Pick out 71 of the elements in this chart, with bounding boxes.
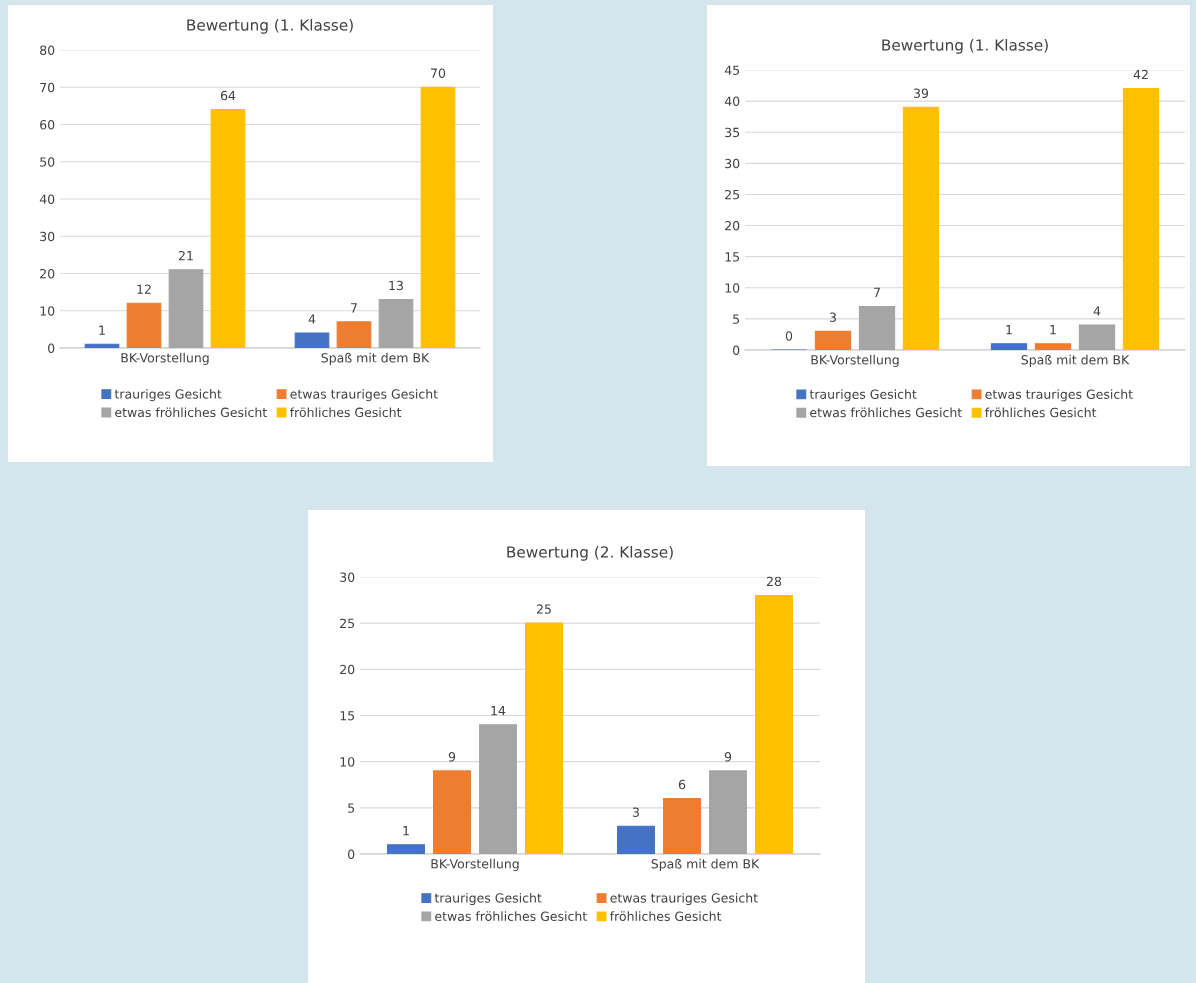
chart-title: Bewertung (2. Klasse)	[507, 545, 673, 561]
legend-label: etwas fröhliches Gesicht	[115, 407, 267, 418]
chart-title: Bewertung (1. Klasse)	[187, 18, 353, 34]
data-label: 3	[829, 312, 836, 322]
y-tick-label: 30	[40, 231, 55, 242]
legend-label: fröhliches Gesicht	[984, 407, 1097, 418]
y-tick-label: 40	[724, 96, 740, 107]
data-label: 4	[1093, 306, 1101, 316]
x-tick-label: Spaß mit dem BK	[651, 858, 760, 871]
x-tick-label: Spaß mit dem BK	[1021, 354, 1130, 367]
legend-label: fröhliches Gesicht	[609, 911, 722, 921]
y-tick-label: 30	[725, 158, 740, 169]
y-tick-label: 30	[340, 572, 355, 582]
x-tick-label: BK-Vorstellung	[431, 858, 519, 871]
data-label: 9	[724, 752, 732, 762]
y-tick-label: 5	[733, 314, 740, 324]
data-label: 1	[1050, 325, 1056, 335]
legend-label: etwas fröhliches Gesicht	[810, 407, 962, 418]
y-tick-label: 70	[40, 82, 55, 93]
data-label: 1	[403, 826, 409, 836]
y-tick-label: 0	[733, 345, 740, 355]
data-label: 3	[632, 807, 639, 817]
y-tick-label: 10	[725, 283, 740, 293]
y-tick-label: 5	[348, 803, 355, 813]
y-tick-label: 0	[48, 343, 55, 353]
x-tick-label: BK-Vorstellung	[811, 354, 899, 367]
y-tick-label: 20	[340, 664, 355, 675]
y-tick-label: 0	[348, 849, 355, 859]
y-tick-label: 10	[40, 306, 55, 316]
data-label: 12	[137, 284, 151, 294]
data-label: 4	[308, 314, 316, 324]
y-tick-label: 60	[40, 119, 55, 130]
legend-label: etwas trauriges Gesicht	[610, 892, 758, 906]
data-label: 9	[448, 752, 456, 762]
data-label: 1	[1006, 325, 1012, 335]
y-tick-label: 15	[340, 711, 355, 721]
y-tick-label: 45	[724, 65, 740, 75]
legend-label: trauriges Gesicht	[114, 389, 222, 402]
legend-label: trauriges Gesicht	[434, 892, 542, 906]
y-tick-label: 25	[340, 618, 355, 629]
data-label: 28	[766, 576, 782, 587]
legend-label: trauriges Gesicht	[809, 389, 917, 402]
y-tick-label: 35	[725, 127, 740, 138]
y-tick-label: 40	[39, 194, 55, 204]
y-tick-label: 15	[725, 252, 740, 262]
x-tick-label: BK-Vorstellung	[121, 352, 209, 365]
data-label: 7	[351, 303, 357, 313]
data-label: 14	[491, 706, 506, 716]
legend-label: etwas trauriges Gesicht	[985, 389, 1133, 402]
y-tick-label: 25	[725, 189, 740, 200]
y-tick-label: 20	[725, 221, 740, 231]
y-tick-label: 80	[40, 45, 55, 55]
data-label: 0	[785, 331, 793, 341]
data-label: 25	[536, 604, 551, 614]
legend-label: etwas fröhliches Gesicht	[435, 911, 587, 921]
data-label: 6	[678, 779, 686, 790]
data-label: 1	[99, 325, 105, 335]
data-label: 70	[431, 68, 446, 78]
legend-label: fröhliches Gesicht	[289, 407, 402, 418]
data-label: 42	[1133, 69, 1148, 80]
data-label: 39	[914, 88, 929, 98]
y-tick-label: 20	[40, 268, 55, 279]
y-tick-label: 10	[340, 757, 355, 767]
x-tick-label: Spaß mit dem BK	[321, 352, 430, 365]
data-label: 13	[389, 280, 403, 291]
chart-title: Bewertung (1. Klasse)	[882, 38, 1048, 54]
data-label: 21	[178, 250, 193, 261]
data-label: 7	[874, 287, 880, 297]
y-tick-label: 50	[40, 157, 55, 167]
data-label: 64	[220, 90, 236, 101]
legend-label: etwas trauriges Gesicht	[290, 389, 438, 402]
